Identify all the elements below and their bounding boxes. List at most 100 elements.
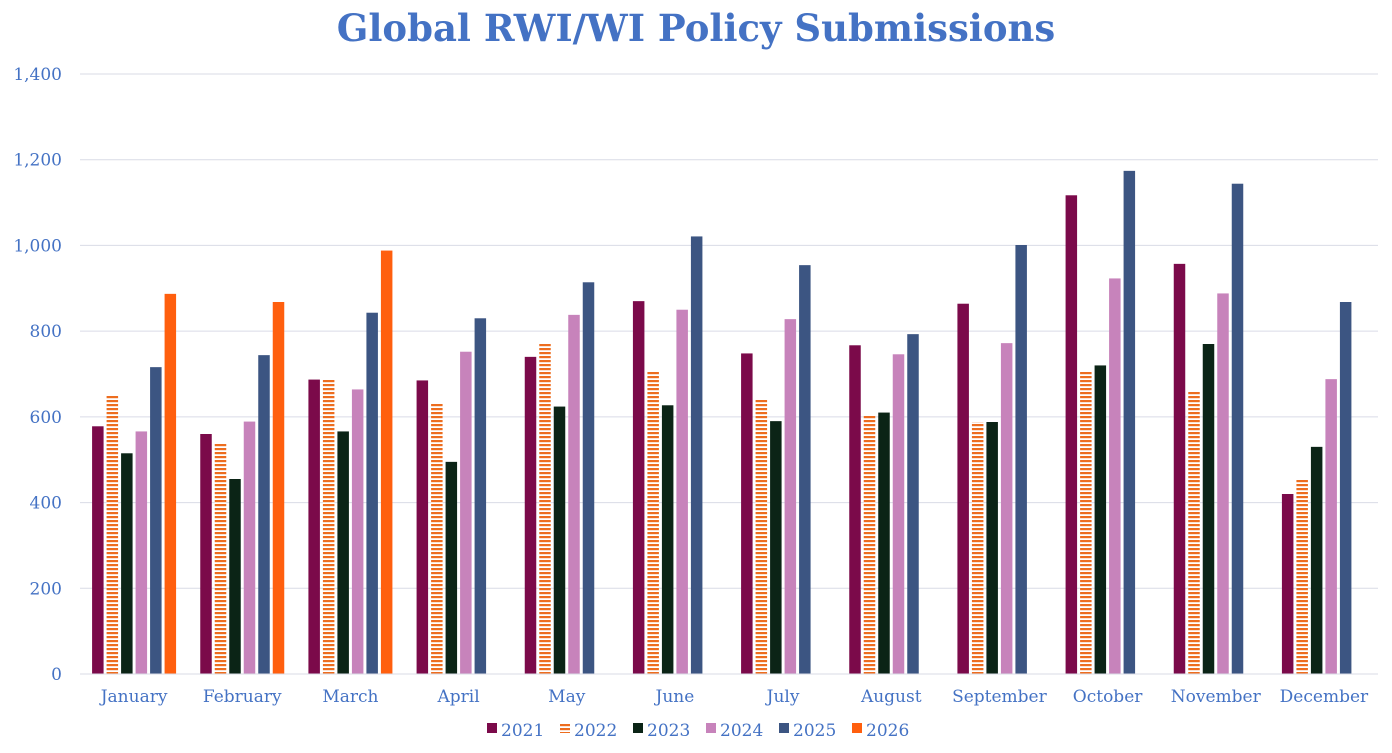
bar-2026-january — [164, 293, 177, 674]
bar-2025-february — [258, 355, 270, 674]
bar-2023-february — [229, 479, 241, 674]
bar-2024-july — [784, 319, 797, 674]
bar-2022-october — [1080, 370, 1092, 674]
y-tick-label: 1,400 — [13, 65, 62, 85]
bar-2025-may — [582, 282, 595, 674]
legend-label-2026: 2026 — [866, 721, 909, 741]
bar-2024-september — [1000, 343, 1013, 674]
y-tick-label: 600 — [30, 408, 62, 428]
bar-2025-march — [366, 312, 378, 674]
x-tick-label: May — [548, 687, 586, 707]
bar-2022-august — [863, 415, 876, 674]
bar-2025-august — [907, 334, 919, 674]
bar-2023-december — [1310, 446, 1323, 674]
bar-2022-march — [322, 380, 335, 674]
bar-2021-january — [92, 426, 104, 674]
bar-2021-october — [1065, 195, 1078, 675]
x-tick-label: September — [952, 687, 1048, 707]
bar-2024-october — [1109, 278, 1121, 674]
legend-label-2021: 2021 — [501, 721, 544, 741]
x-tick-label: June — [654, 687, 695, 707]
bar-2023-april — [445, 461, 458, 674]
bar-2025-april — [474, 318, 487, 674]
legend-swatch-2023 — [633, 723, 643, 733]
bar-2022-april — [431, 404, 443, 674]
y-tick-label: 1,200 — [13, 151, 62, 171]
x-tick-label: December — [1280, 687, 1369, 707]
bar-2023-october — [1094, 365, 1107, 674]
bar-2025-october — [1123, 170, 1136, 674]
bar-2025-september — [1015, 245, 1027, 674]
bar-2024-february — [243, 421, 256, 674]
bar-2021-june — [632, 301, 645, 674]
x-tick-label: August — [860, 687, 922, 707]
x-tick-label: October — [1073, 687, 1143, 707]
y-axis-ticks: 0 200 400 600 800 1,000 1,200 1,400 — [13, 65, 62, 685]
bar-2021-march — [308, 379, 320, 674]
bar-2021-september — [957, 303, 969, 674]
bar-2022-january — [106, 394, 119, 674]
legend: 2021 2022 2023 2024 2025 2026 — [487, 721, 909, 741]
chart-title: Global RWI/WI Policy Submissions — [336, 6, 1056, 50]
bars — [92, 170, 1352, 675]
y-tick-label: 400 — [30, 494, 62, 514]
legend-swatch-2021 — [487, 723, 497, 733]
bar-2022-november — [1188, 392, 1200, 674]
legend-swatch-2025 — [779, 723, 789, 733]
x-tick-label: March — [322, 687, 378, 707]
x-tick-label: November — [1171, 687, 1262, 707]
x-axis: January February March April May June July Augu… — [80, 673, 1378, 707]
bar-2026-march — [380, 250, 393, 675]
bar-2021-february — [200, 434, 212, 674]
bar-2024-august — [892, 354, 905, 674]
bar-2021-november — [1173, 263, 1186, 674]
bar-2025-january — [150, 367, 162, 674]
x-tick-label: April — [436, 687, 479, 707]
bar-2024-november — [1217, 293, 1229, 674]
bar-2023-september — [986, 422, 998, 674]
bar-2022-december — [1296, 479, 1308, 674]
x-tick-label: July — [765, 687, 800, 707]
bar-2021-april — [416, 380, 429, 674]
bar-2024-march — [351, 389, 364, 674]
y-tick-label: 800 — [30, 322, 62, 342]
bar-2025-july — [799, 265, 811, 674]
bar-2023-november — [1202, 344, 1215, 674]
bar-2024-january — [135, 431, 148, 674]
bar-2024-june — [676, 309, 688, 674]
bar-2024-may — [568, 314, 580, 674]
bar-2021-august — [849, 345, 861, 674]
bar-2022-june — [647, 371, 659, 674]
bar-2026-february — [272, 302, 285, 674]
bar-2023-june — [661, 405, 674, 674]
legend-swatch-2026 — [852, 723, 862, 733]
legend-label-2025: 2025 — [793, 721, 836, 741]
x-tick-label: February — [203, 687, 282, 707]
bar-2022-july — [755, 398, 768, 674]
bar-2021-may — [524, 356, 537, 674]
y-tick-label: 0 — [51, 665, 62, 685]
y-tick-label: 200 — [30, 579, 62, 599]
bar-2023-march — [337, 431, 349, 674]
bar-2021-july — [741, 353, 753, 674]
bar-2024-december — [1325, 379, 1337, 674]
bar-2022-february — [214, 442, 227, 674]
legend-label-2024: 2024 — [720, 721, 763, 741]
bar-2025-december — [1339, 302, 1352, 674]
bar-2021-december — [1281, 494, 1294, 674]
bar-2025-november — [1231, 183, 1244, 674]
bar-2022-september — [971, 422, 984, 674]
y-tick-label: 1,000 — [13, 236, 62, 256]
bar-2022-may — [539, 344, 551, 674]
legend-label-2022: 2022 — [574, 721, 617, 741]
legend-swatch-2022 — [560, 723, 570, 733]
legend-swatch-2024 — [706, 723, 716, 733]
bar-2025-june — [690, 236, 703, 674]
bar-2023-august — [878, 412, 890, 674]
bar-2024-april — [460, 351, 472, 674]
legend-label-2023: 2023 — [647, 721, 690, 741]
bar-2023-july — [770, 421, 782, 674]
x-tick-label: January — [99, 687, 168, 707]
bar-2023-january — [121, 453, 133, 674]
